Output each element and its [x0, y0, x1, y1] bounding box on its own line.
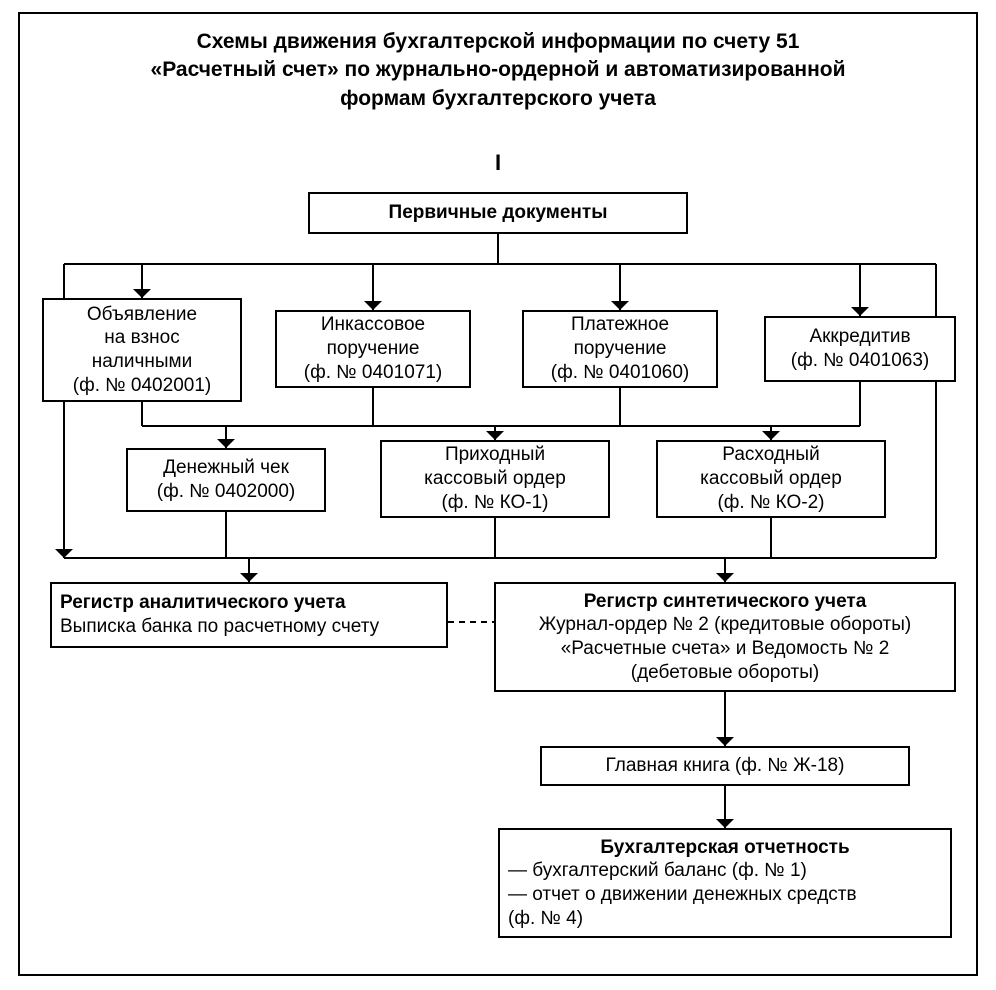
node-analit: Регистр аналитического учетаВыписка банк…	[50, 582, 448, 648]
node-rko: Расходныйкассовый ордер(ф. № КО-2)	[656, 440, 886, 518]
roman-numeral: I	[0, 150, 996, 176]
diagram-title: Схемы движения бухгалтерской информации …	[40, 28, 956, 113]
node-report: Бухгалтерская отчетность— бухгалтерский …	[498, 828, 952, 938]
node-sintet: Регистр синтетического учетаЖурнал-ордер…	[494, 582, 956, 692]
node-primary: Первичные документы	[308, 192, 688, 234]
node-pko: Приходныйкассовый ордер(ф. № КО-1)	[380, 440, 610, 518]
node-payorder: Платежноепоручение(ф. № 0401060)	[522, 310, 718, 388]
node-glavkniga: Главная книга (ф. № Ж-18)	[540, 746, 910, 786]
node-cheque: Денежный чек(ф. № 0402000)	[126, 448, 326, 512]
diagram-page: Схемы движения бухгалтерской информации …	[0, 0, 996, 990]
node-akkred: Аккредитив(ф. № 0401063)	[764, 316, 956, 382]
node-decl: Объявлениена взносналичными(ф. № 0402001…	[42, 298, 242, 402]
node-inkasso: Инкассовоепоручение(ф. № 0401071)	[275, 310, 471, 388]
